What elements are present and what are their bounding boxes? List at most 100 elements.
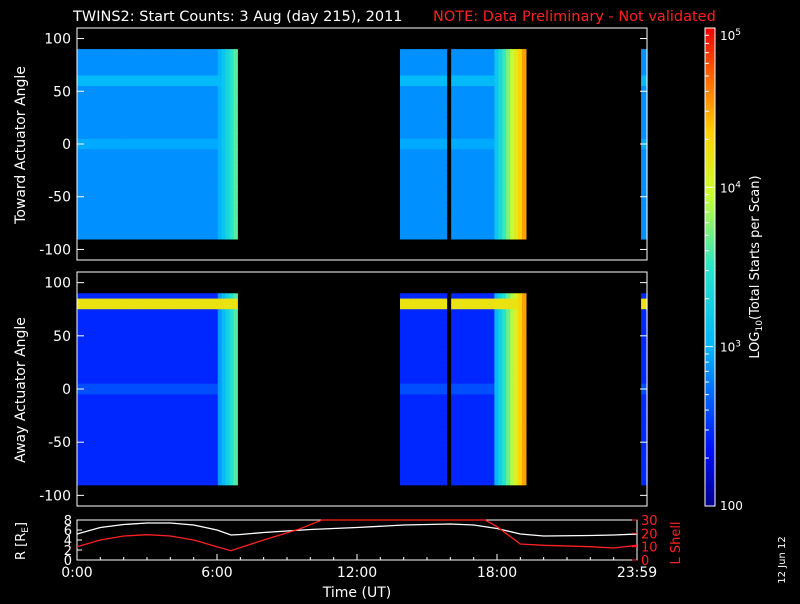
toward-heat-cell: [463, 65, 468, 71]
toward-heat-cell: [89, 49, 94, 55]
toward-heat-cell: [502, 102, 507, 108]
toward-heat-cell: [89, 65, 94, 71]
toward-heat-cell: [206, 97, 211, 103]
toward-heat-cell: [210, 223, 215, 229]
away-heat-cell: [206, 336, 211, 342]
away-heat-cell: [451, 336, 456, 342]
toward-heat-cell: [467, 165, 472, 171]
away-heat-cell: [198, 384, 203, 390]
away-heat-cell: [226, 378, 231, 384]
toward-heat-cell: [183, 54, 188, 60]
away-heat-cell: [431, 463, 436, 469]
away-heat-cell: [428, 389, 433, 395]
toward-heat-cell: [89, 186, 94, 192]
toward-heat-cell: [502, 107, 507, 113]
toward-heat-cell: [147, 207, 152, 213]
away-heat-cell: [108, 320, 113, 326]
toward-heat-cell: [487, 81, 492, 87]
away-heat-cell: [136, 389, 141, 395]
away-heat-cell: [428, 368, 433, 374]
away-heat-cell: [447, 405, 452, 411]
toward-heat-cell: [124, 112, 129, 118]
toward-heat-cell: [214, 97, 219, 103]
away-heat-cell: [163, 299, 168, 305]
toward-heat-cell: [104, 60, 109, 66]
toward-heat-cell: [179, 49, 184, 55]
away-heat-cell: [190, 320, 195, 326]
away-heat-cell: [93, 373, 98, 379]
away-heat-cell: [124, 479, 129, 485]
toward-heat-cell: [226, 234, 231, 240]
away-heat-cell: [97, 357, 102, 363]
toward-heat-cell: [435, 54, 440, 60]
toward-heat-cell: [147, 118, 152, 124]
toward-heat-cell: [233, 75, 238, 81]
away-heat-cell: [412, 368, 417, 374]
toward-heat-cell: [163, 197, 168, 203]
toward-heat-cell: [112, 65, 117, 71]
away-heat-cell: [100, 453, 105, 459]
away-heat-cell: [143, 384, 148, 390]
toward-heat-cell: [218, 160, 223, 166]
away-heat-cell: [420, 325, 425, 331]
away-heat-cell: [179, 384, 184, 390]
toward-heat-cell: [518, 218, 523, 224]
away-heat-cell: [471, 320, 476, 326]
toward-heat-cell: [522, 170, 527, 176]
away-heat-cell: [424, 394, 429, 400]
away-heat-cell: [420, 352, 425, 358]
toward-heat-cell: [459, 165, 464, 171]
away-heat-cell: [194, 405, 199, 411]
away-heat-cell: [483, 362, 488, 368]
toward-heat-cell: [210, 133, 215, 139]
toward-heat-cell: [198, 70, 203, 76]
away-heat-cell: [475, 479, 480, 485]
toward-heat-cell: [518, 186, 523, 192]
toward-heat-cell: [420, 112, 425, 118]
toward-heat-cell: [226, 139, 231, 145]
away-heat-cell: [116, 416, 121, 422]
away-heat-cell: [120, 453, 125, 459]
away-heat-cell: [159, 378, 164, 384]
toward-heat-cell: [490, 202, 495, 208]
toward-heat-cell: [447, 213, 452, 219]
toward-heat-cell: [85, 123, 90, 129]
away-heat-cell: [143, 299, 148, 305]
away-heat-cell: [420, 410, 425, 416]
away-heat-cell: [404, 389, 409, 395]
toward-heat-cell: [210, 149, 215, 155]
away-heat-cell: [151, 410, 156, 416]
toward-heat-cell: [420, 97, 425, 103]
toward-heat-cell: [494, 118, 499, 124]
toward-heat-cell: [202, 234, 207, 240]
toward-heat-cell: [147, 49, 152, 55]
toward-heat-cell: [494, 54, 499, 60]
toward-heat-cell: [451, 149, 456, 155]
toward-heat-cell: [159, 107, 164, 113]
toward-heat-cell: [490, 160, 495, 166]
toward-heat-cell: [412, 155, 417, 161]
toward-heat-cell: [408, 234, 413, 240]
toward-heat-cell: [116, 60, 121, 66]
away-heat-cell: [198, 362, 203, 368]
toward-heat-cell: [100, 165, 105, 171]
toward-heat-cell: [210, 144, 215, 150]
toward-heat-cell: [400, 70, 405, 76]
away-heat-cell: [233, 384, 238, 390]
toward-heat-cell: [116, 75, 121, 81]
toward-heat-cell: [400, 107, 405, 113]
away-heat-cell: [424, 352, 429, 358]
toward-heat-cell: [202, 133, 207, 139]
toward-heat-cell: [522, 128, 527, 134]
toward-heat-cell: [467, 186, 472, 192]
toward-heat-cell: [229, 49, 234, 55]
away-heat-cell: [424, 357, 429, 363]
away-heat-cell: [171, 426, 176, 432]
away-heat-cell: [428, 463, 433, 469]
toward-heat-cell: [222, 128, 227, 134]
away-heat-cell: [463, 304, 468, 310]
toward-heat-cell: [463, 186, 468, 192]
toward-heat-cell: [408, 160, 413, 166]
toward-heat-cell: [502, 165, 507, 171]
toward-heat-cell: [400, 228, 405, 234]
